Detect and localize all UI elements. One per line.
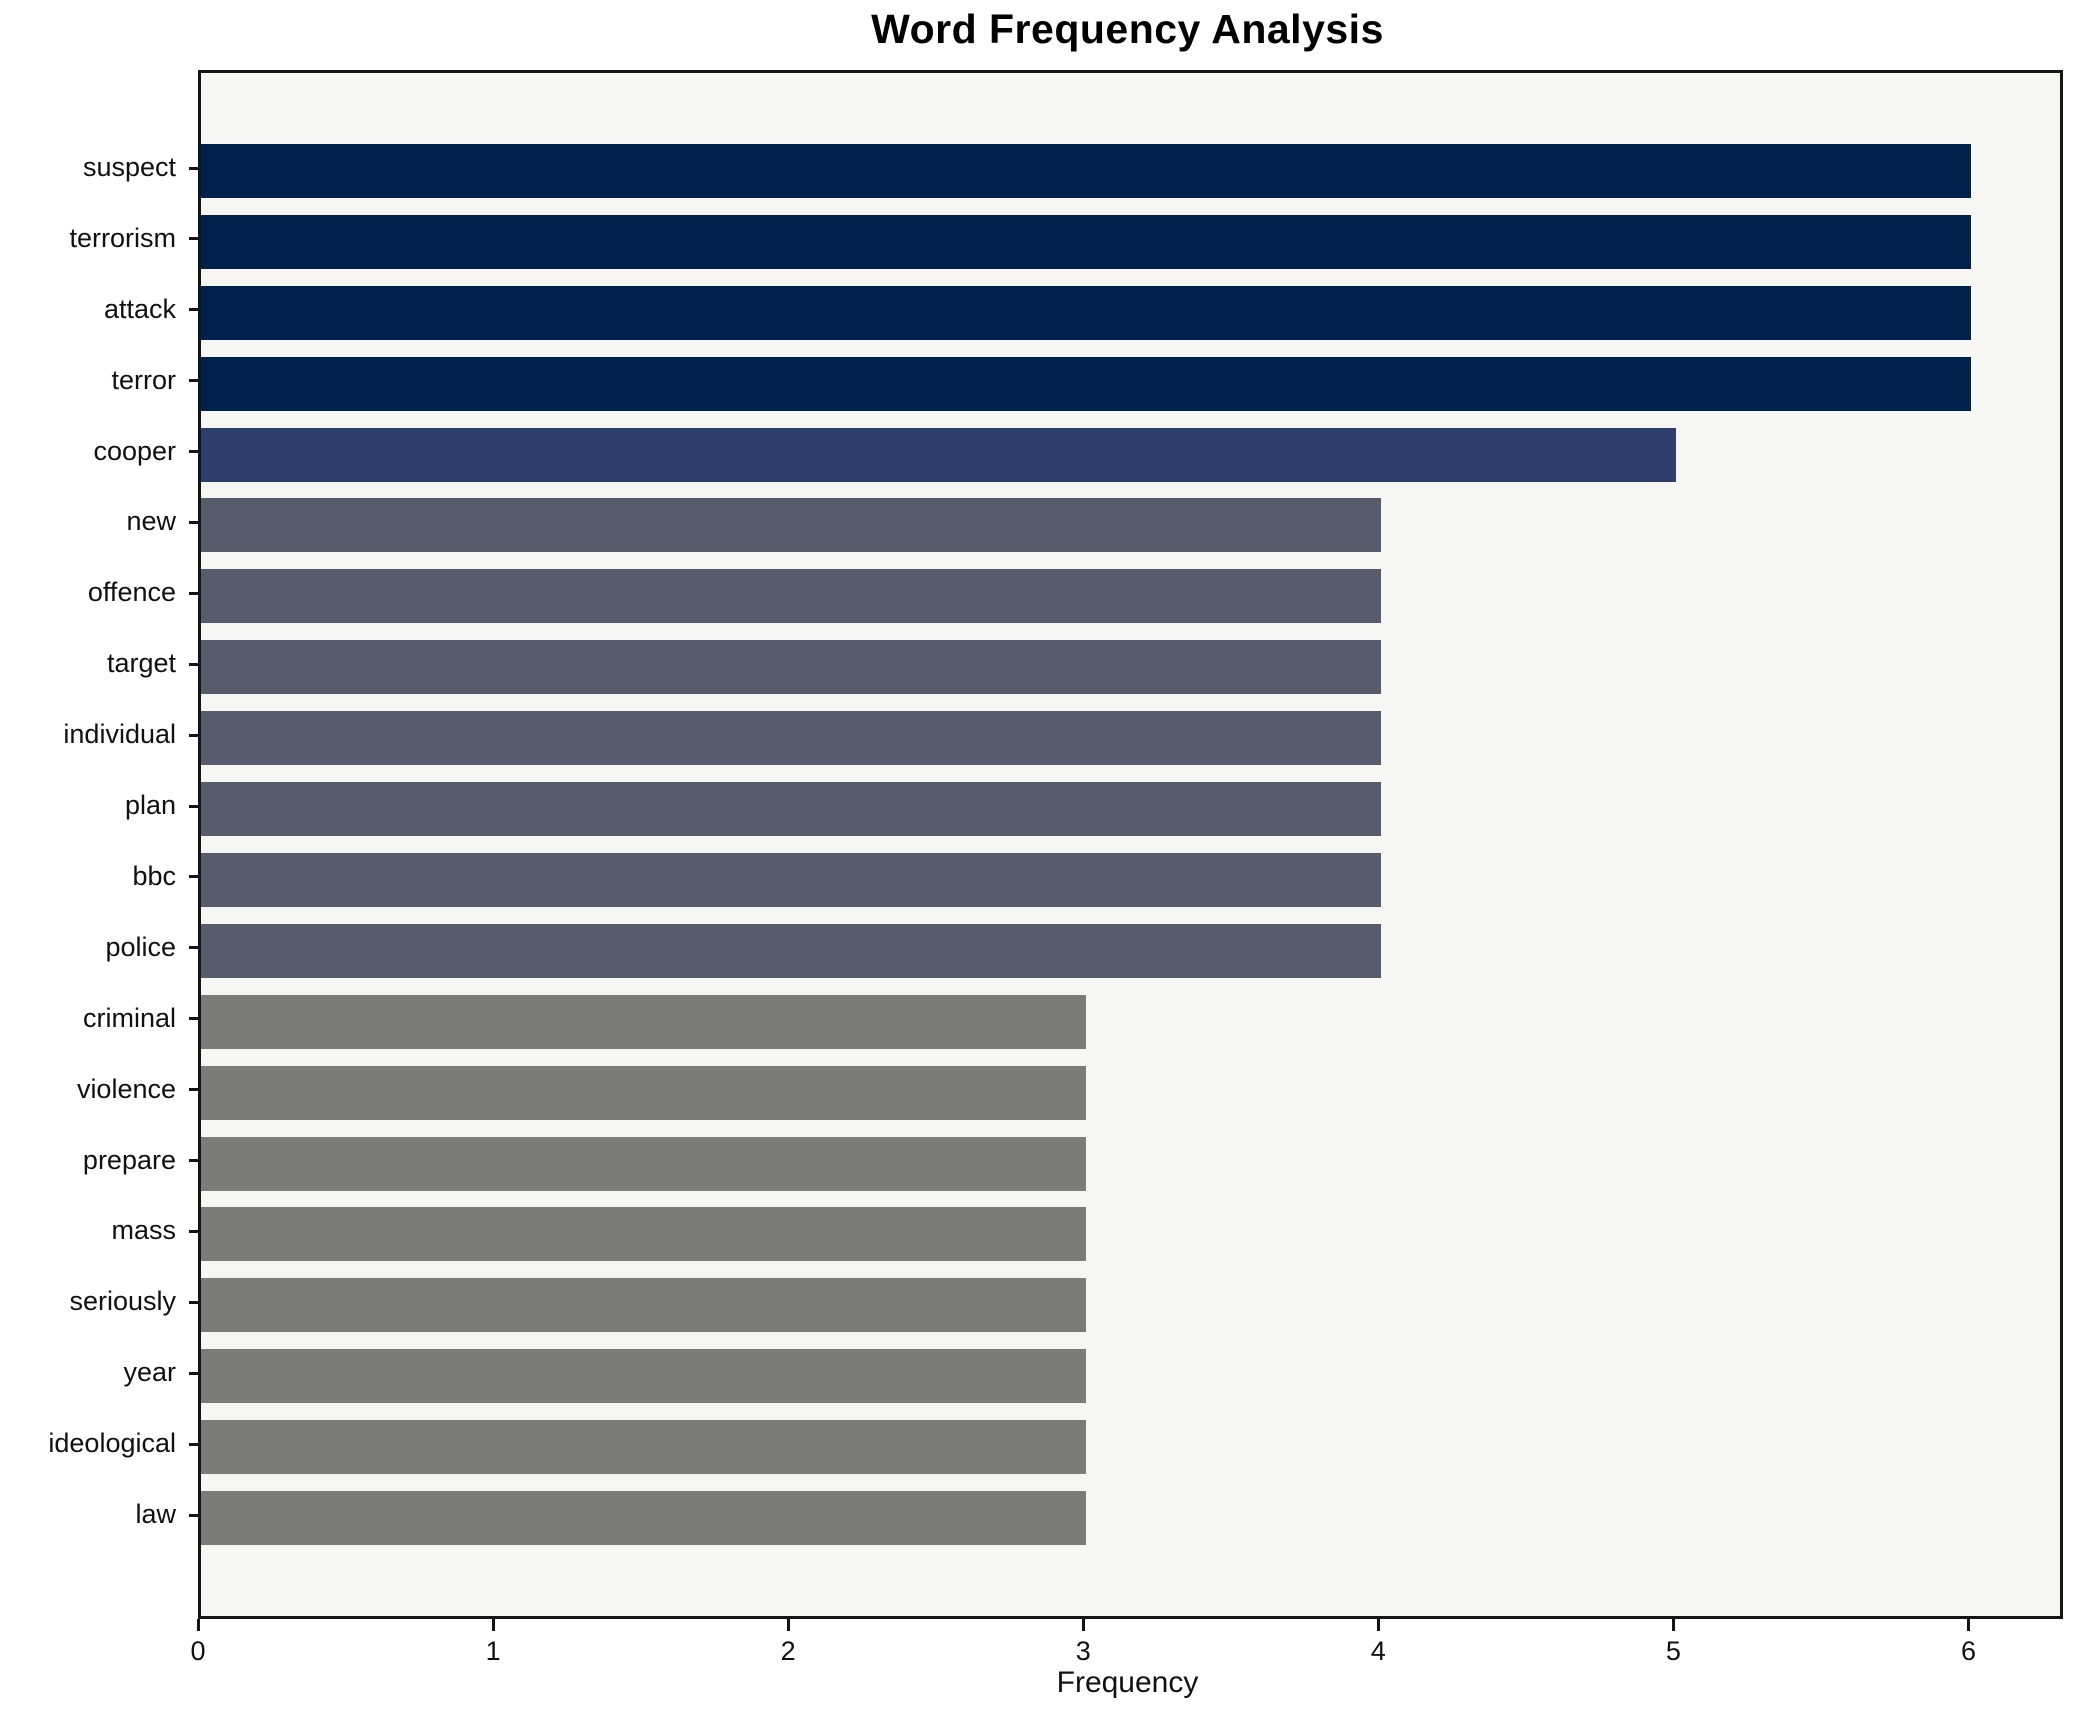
x-tick-label-0: 0: [190, 1636, 206, 1666]
y-tick-terror: [189, 379, 201, 383]
x-tick-label-1: 1: [485, 1636, 501, 1666]
y-label-police: police: [105, 931, 176, 962]
x-tick-2: [786, 1619, 790, 1631]
x-tick-5: [1671, 1619, 1675, 1631]
bar-mass: [201, 1207, 1087, 1262]
y-tick-mass: [189, 1229, 201, 1233]
bar-target: [201, 640, 1382, 695]
y-label-year: year: [123, 1357, 176, 1388]
chart-title: Word Frequency Analysis: [871, 6, 1384, 52]
y-tick-prepare: [189, 1159, 201, 1163]
y-tick-target: [189, 662, 201, 666]
bar-law: [201, 1491, 1087, 1545]
bar-cooper: [201, 427, 1677, 482]
bar-criminal: [201, 994, 1087, 1049]
x-tick-4: [1376, 1619, 1380, 1631]
y-tick-suspect: [189, 166, 201, 170]
y-tick-seriously: [189, 1300, 201, 1304]
x-tick-label-6: 6: [1960, 1636, 1976, 1666]
bar-ideological: [201, 1420, 1087, 1475]
y-tick-ideological: [189, 1442, 201, 1446]
bar-attack: [201, 285, 1972, 340]
bar-individual: [201, 711, 1382, 766]
y-tick-police: [189, 946, 201, 950]
x-tick-1: [491, 1619, 495, 1631]
y-label-individual: individual: [63, 719, 176, 750]
x-tick-6: [1966, 1619, 1970, 1631]
x-tick-label-5: 5: [1665, 1636, 1681, 1666]
bar-terror: [201, 356, 1972, 411]
bar-new: [201, 498, 1382, 553]
x-tick-label-3: 3: [1075, 1636, 1091, 1666]
x-axis-label: Frequency: [1056, 1666, 1199, 1699]
y-label-suspect: suspect: [82, 152, 176, 182]
y-label-prepare: prepare: [82, 1144, 176, 1175]
y-tick-year: [189, 1371, 201, 1375]
plot-area: [198, 70, 2063, 1619]
x-tick-label-4: 4: [1370, 1636, 1386, 1666]
y-label-violence: violence: [76, 1073, 176, 1104]
y-label-seriously: seriously: [69, 1286, 176, 1317]
bar-prepare: [201, 1136, 1087, 1191]
y-tick-new: [189, 520, 201, 524]
bar-plan: [201, 782, 1382, 837]
y-label-criminal: criminal: [82, 1002, 176, 1033]
x-tick-3: [1081, 1619, 1085, 1631]
bar-seriously: [201, 1278, 1087, 1333]
bar-suspect: [201, 144, 1972, 198]
y-label-plan: plan: [124, 790, 176, 821]
y-label-bbc: bbc: [132, 860, 176, 891]
bar-year: [201, 1349, 1087, 1404]
y-label-terror: terror: [111, 364, 176, 395]
y-label-ideological: ideological: [48, 1428, 176, 1459]
y-tick-bbc: [189, 875, 201, 879]
bar-violence: [201, 1065, 1087, 1120]
y-tick-criminal: [189, 1017, 201, 1021]
x-tick-0: [196, 1619, 200, 1631]
y-tick-plan: [189, 804, 201, 808]
y-label-mass: mass: [111, 1215, 176, 1246]
bar-terrorism: [201, 214, 1972, 269]
bar-bbc: [201, 852, 1382, 907]
y-tick-offence: [189, 591, 201, 595]
y-tick-terrorism: [189, 237, 201, 241]
y-label-target: target: [106, 648, 176, 679]
y-label-attack: attack: [103, 293, 176, 324]
y-label-offence: offence: [87, 577, 176, 608]
y-label-terrorism: terrorism: [69, 222, 177, 253]
y-tick-violence: [189, 1088, 201, 1092]
bar-police: [201, 923, 1382, 978]
bar-offence: [201, 569, 1382, 624]
y-tick-law: [189, 1513, 201, 1517]
y-label-new: new: [126, 506, 176, 537]
y-tick-attack: [189, 308, 201, 312]
y-label-law: law: [135, 1499, 176, 1529]
y-label-cooper: cooper: [93, 435, 176, 466]
y-tick-individual: [189, 733, 201, 737]
y-tick-cooper: [189, 450, 201, 454]
x-tick-label-2: 2: [780, 1636, 796, 1666]
